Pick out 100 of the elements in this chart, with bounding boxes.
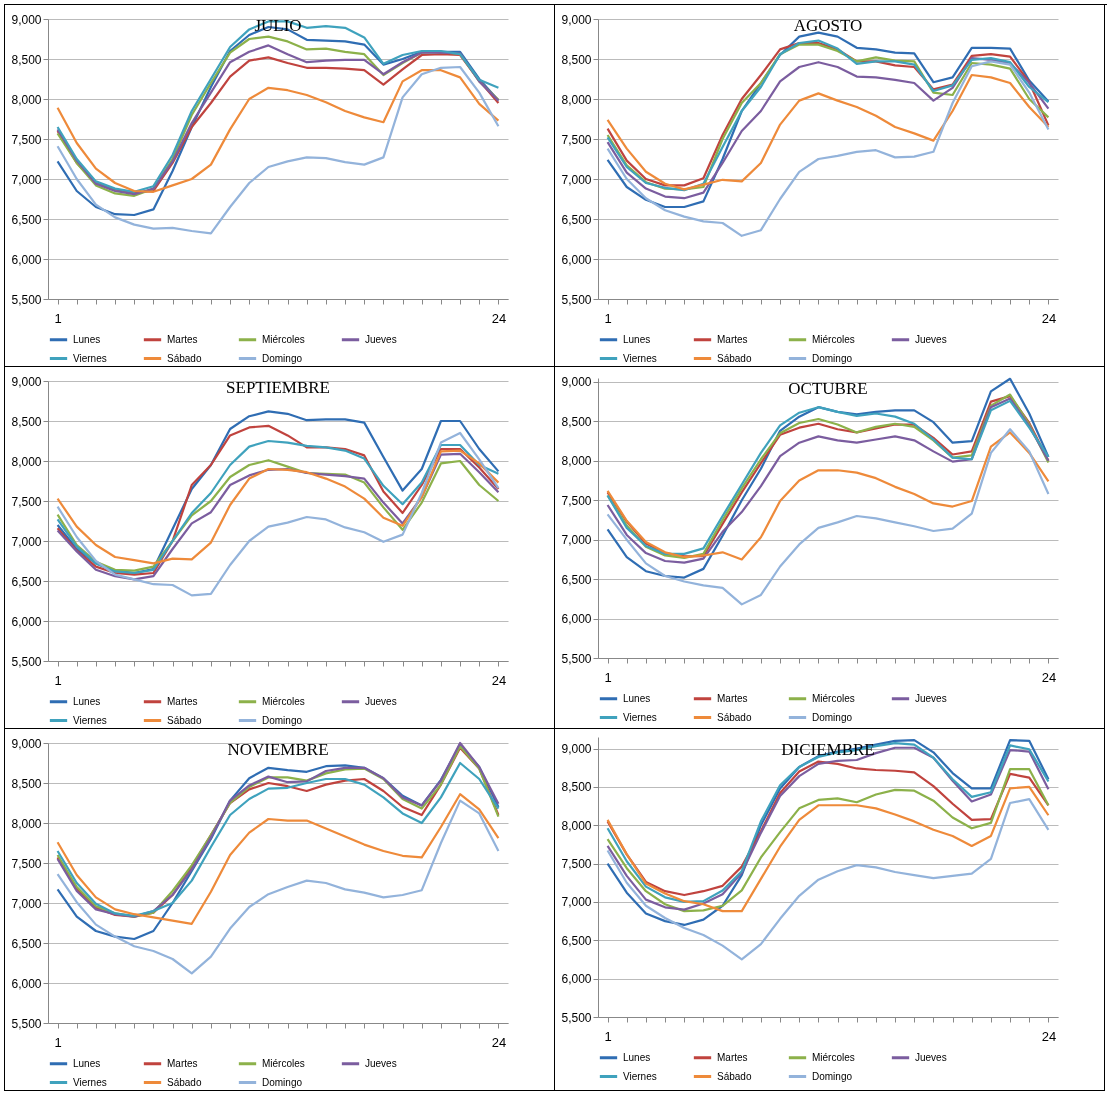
y-tick-label: 8,000 [11, 92, 42, 107]
legend-label: Jueves [365, 333, 397, 345]
legend-label: Viernes [623, 711, 657, 723]
y-tick-label: 6,500 [561, 572, 592, 587]
y-tick-label: 8,000 [561, 92, 592, 107]
y-tick-label: 6,500 [11, 574, 42, 589]
x-tick-label: 24 [491, 1034, 507, 1050]
y-tick-label: 8,500 [11, 776, 42, 791]
y-tick-label: 6,500 [11, 936, 42, 951]
legend-label: Sábado [717, 1070, 752, 1082]
y-tick-label: 6,000 [11, 976, 42, 991]
y-tick-label: 5,500 [561, 651, 592, 666]
y-tick-label: 7,000 [561, 895, 592, 910]
legend-label: Martes [167, 333, 198, 345]
legend-label: Lunes [73, 695, 101, 707]
legend-label: Sábado [167, 714, 202, 726]
y-tick-label: 8,500 [561, 414, 592, 429]
y-tick-label: 9,000 [561, 742, 592, 757]
y-tick-label: 7,500 [561, 857, 592, 872]
legend-label: Miércoles [812, 1051, 855, 1063]
legend-label: Miércoles [262, 695, 305, 707]
y-tick-label: 5,500 [11, 654, 42, 669]
x-tick-label: 24 [491, 672, 507, 688]
y-tick-label: 8,500 [11, 52, 42, 67]
y-tick-label: 5,500 [561, 292, 592, 307]
legend-label: Miércoles [262, 1057, 305, 1069]
legend-label: Jueves [365, 1057, 397, 1069]
legend-label: Sábado [717, 711, 752, 723]
y-tick-label: 6,500 [11, 212, 42, 227]
chart-title: SEPTIEMBRE [226, 378, 330, 397]
legend-label: Viernes [73, 1076, 107, 1088]
legend-label: Jueves [915, 1051, 947, 1063]
y-tick-label: 6,000 [11, 614, 42, 629]
x-tick-label: 1 [54, 310, 62, 326]
y-tick-label: 7,500 [561, 493, 592, 508]
y-tick-label: 5,500 [11, 1016, 42, 1031]
chart-title: NOVIEMBRE [227, 740, 329, 759]
x-tick-label: 1 [604, 1028, 612, 1044]
legend-label: Domingo [262, 714, 303, 726]
y-tick-label: 8,000 [561, 454, 592, 469]
y-tick-label: 5,500 [11, 292, 42, 307]
legend-label: Domingo [262, 352, 303, 364]
legend-label: Viernes [73, 714, 107, 726]
legend-label: Martes [717, 1051, 748, 1063]
y-tick-label: 9,000 [561, 375, 592, 390]
legend-label: Domingo [262, 1076, 303, 1088]
y-tick-label: 6,000 [561, 972, 592, 987]
y-tick-label: 9,000 [11, 736, 42, 751]
y-tick-label: 8,500 [11, 414, 42, 429]
legend-label: Martes [717, 692, 748, 704]
y-tick-label: 7,000 [11, 534, 42, 549]
legend-label: Sábado [167, 352, 202, 364]
chart-title: AGOSTO [793, 16, 863, 35]
y-tick-label: 7,000 [561, 533, 592, 548]
y-tick-label: 8,500 [561, 780, 592, 795]
x-tick-label: 1 [54, 1034, 62, 1050]
legend-label: Martes [167, 1057, 198, 1069]
legend-label: Miércoles [262, 333, 305, 345]
x-tick-label: 24 [1041, 1028, 1057, 1044]
x-tick-label: 24 [491, 310, 507, 326]
y-tick-label: 7,500 [11, 494, 42, 509]
y-tick-label: 7,000 [11, 172, 42, 187]
y-tick-label: 6,000 [561, 252, 592, 267]
legend-label: Jueves [915, 333, 947, 345]
legend-label: Miércoles [812, 333, 855, 345]
y-tick-label: 9,000 [11, 374, 42, 389]
legend-label: Lunes [73, 1057, 101, 1069]
legend-label: Domingo [812, 711, 853, 723]
x-tick-label: 1 [604, 669, 612, 685]
x-tick-label: 24 [1041, 310, 1057, 326]
y-tick-label: 9,000 [11, 12, 42, 27]
y-tick-label: 5,500 [561, 1010, 592, 1025]
y-tick-label: 8,000 [11, 454, 42, 469]
y-tick-label: 8,000 [11, 816, 42, 831]
legend-label: Martes [167, 695, 198, 707]
y-tick-label: 7,000 [561, 172, 592, 187]
legend-label: Viernes [623, 1070, 657, 1082]
y-tick-label: 6,500 [561, 212, 592, 227]
y-tick-label: 7,500 [561, 132, 592, 147]
legend-label: Lunes [623, 333, 651, 345]
y-tick-label: 6,500 [561, 933, 592, 948]
legend-label: Lunes [73, 333, 101, 345]
y-tick-label: 6,000 [561, 612, 592, 627]
y-tick-label: 7,500 [11, 132, 42, 147]
legend-label: Sábado [717, 352, 752, 364]
x-tick-label: 1 [54, 672, 62, 688]
y-tick-label: 7,000 [11, 896, 42, 911]
legend-label: Domingo [812, 1070, 853, 1082]
y-tick-label: 8,500 [561, 52, 592, 67]
legend-label: Martes [717, 333, 748, 345]
chart-title: OCTUBRE [788, 378, 868, 398]
x-tick-label: 1 [604, 310, 612, 326]
legend-label: Domingo [812, 352, 853, 364]
legend-label: Viernes [623, 352, 657, 364]
y-tick-label: 6,000 [11, 252, 42, 267]
y-tick-label: 7,500 [11, 856, 42, 871]
legend-label: Miércoles [812, 692, 855, 704]
legend-label: Viernes [73, 352, 107, 364]
legend-label: Lunes [623, 692, 651, 704]
legend-label: Lunes [623, 1051, 651, 1063]
